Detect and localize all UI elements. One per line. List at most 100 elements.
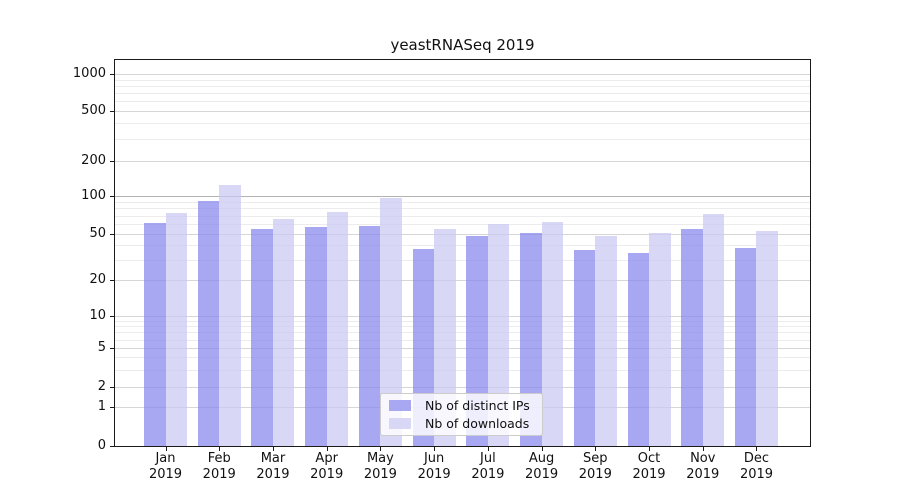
x-tick-label: Jul 2019 <box>471 451 505 482</box>
x-tick-label: Dec 2019 <box>739 451 774 482</box>
gridline-major <box>115 348 810 349</box>
y-tick-label: 50 <box>89 226 106 241</box>
gridline-minor <box>115 85 810 87</box>
bar-downloads <box>702 214 725 446</box>
gridline-major <box>115 234 810 235</box>
x-tick-label: Sep 2019 <box>578 451 612 482</box>
y-tick-label: 5 <box>97 340 106 355</box>
legend-swatch-distinct-ips <box>389 399 411 411</box>
x-tick-label: Aug 2019 <box>525 451 559 482</box>
gridline-major <box>115 316 810 317</box>
x-tick-mark <box>541 447 543 451</box>
y-tick-mark <box>110 161 114 162</box>
bar-downloads <box>649 232 671 446</box>
gridline-minor <box>115 326 810 328</box>
y-tick-label: 20 <box>89 272 106 287</box>
y-tick-label: 1 <box>97 399 106 414</box>
y-tick-label: 10 <box>89 308 106 323</box>
bar-distinct-ips <box>197 201 220 446</box>
bar-distinct-ips <box>144 223 166 446</box>
legend-label: Nb of downloads <box>425 416 530 432</box>
bar-downloads <box>595 236 617 446</box>
bar-distinct-ips <box>681 228 703 446</box>
x-tick-label: Mar 2019 <box>256 451 290 482</box>
bar-distinct-ips <box>734 247 757 446</box>
legend-item: Nb of distinct IPs <box>387 396 536 415</box>
x-tick-mark <box>219 447 221 451</box>
x-tick-label: Apr 2019 <box>310 451 344 482</box>
y-tick-label: 2 <box>97 379 106 394</box>
y-tick-mark <box>110 348 114 349</box>
gridline-major <box>115 111 810 112</box>
x-tick-label: May 2019 <box>363 451 397 482</box>
bar-distinct-ips <box>627 253 650 446</box>
x-tick-mark <box>487 447 489 451</box>
x-tick-mark <box>756 447 758 451</box>
gridline-major <box>115 74 810 75</box>
bar-distinct-ips <box>573 250 596 446</box>
x-tick-label: Jan 2019 <box>148 451 183 482</box>
x-tick-mark <box>434 447 436 451</box>
y-tick-mark <box>110 74 114 75</box>
gridline-minor <box>115 138 810 140</box>
legend-swatch-downloads <box>389 418 411 430</box>
chart-title: yeastRNASeq 2019 <box>390 36 535 54</box>
gridline-minor <box>115 101 810 103</box>
bar-downloads <box>272 218 295 446</box>
bar-downloads <box>434 228 456 446</box>
bar-downloads <box>326 211 349 446</box>
gridline-minor <box>115 245 810 247</box>
y-tick-mark <box>110 111 114 112</box>
gridline-minor <box>115 93 810 95</box>
bar-downloads <box>756 230 778 446</box>
legend-label: Nb of distinct IPs <box>425 397 530 413</box>
gridline-minor <box>115 332 810 334</box>
y-tick-label: 200 <box>81 153 106 168</box>
gridline-minor <box>115 339 810 341</box>
y-tick-mark <box>110 446 114 447</box>
y-tick-mark <box>110 196 114 197</box>
gridline-major <box>115 161 810 162</box>
bar-downloads <box>219 185 241 446</box>
gridline-minor <box>115 201 810 203</box>
gridline-minor <box>115 208 810 210</box>
y-tick-label: 100 <box>81 188 106 203</box>
bar-distinct-ips <box>358 225 381 446</box>
gridline-minor <box>115 79 810 81</box>
y-tick-label: 0 <box>97 438 106 453</box>
y-tick-mark <box>110 407 114 408</box>
gridline-major-100 <box>115 196 810 197</box>
x-tick-mark <box>649 447 651 451</box>
y-tick-mark <box>110 280 114 281</box>
bar-downloads <box>487 224 510 446</box>
gridline-major <box>115 387 810 388</box>
x-tick-label: Nov 2019 <box>686 451 720 482</box>
x-tick-mark <box>595 447 597 451</box>
bar-distinct-ips <box>251 228 273 446</box>
gridline-minor <box>115 215 810 217</box>
legend: Nb of distinct IPs Nb of downloads <box>380 393 543 436</box>
y-tick-mark <box>110 316 114 317</box>
gridline-minor <box>115 224 810 225</box>
x-tick-mark <box>702 447 704 451</box>
y-tick-mark <box>110 387 114 388</box>
x-tick-label: Oct 2019 <box>632 451 666 482</box>
legend-item: Nb of downloads <box>387 415 536 434</box>
gridline-minor <box>115 123 810 125</box>
bar-downloads <box>165 212 187 446</box>
x-tick-mark <box>272 447 274 451</box>
x-tick-label: Jun 2019 <box>417 451 451 482</box>
y-tick-mark <box>110 234 114 235</box>
x-tick-mark <box>380 447 382 451</box>
y-tick-label: 500 <box>81 103 106 118</box>
gridline-minor <box>115 369 810 371</box>
bar-downloads <box>380 198 402 446</box>
x-tick-mark <box>165 447 167 451</box>
x-tick-mark <box>326 447 328 451</box>
y-tick-label: 1000 <box>72 66 106 81</box>
x-tick-label: Feb 2019 <box>202 451 236 482</box>
gridline-minor <box>115 320 810 322</box>
gridline-major <box>115 280 810 281</box>
bar-downloads <box>541 222 564 446</box>
